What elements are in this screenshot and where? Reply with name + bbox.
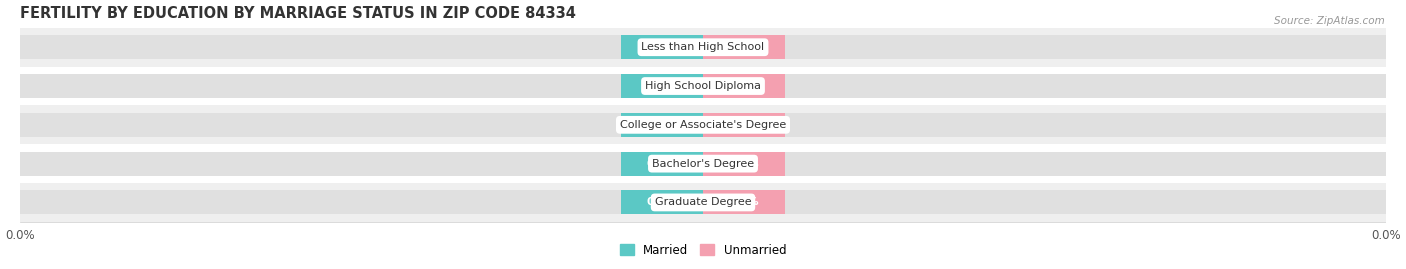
Bar — [703, 113, 1386, 137]
Text: 0.0%: 0.0% — [728, 159, 759, 169]
Bar — [703, 113, 785, 137]
Bar — [703, 74, 1386, 98]
Text: Less than High School: Less than High School — [641, 42, 765, 52]
Bar — [621, 190, 703, 214]
Bar — [703, 74, 785, 98]
Text: 0.0%: 0.0% — [728, 81, 759, 91]
Legend: Married, Unmarried: Married, Unmarried — [614, 239, 792, 261]
Bar — [621, 74, 703, 98]
Bar — [20, 190, 703, 214]
Text: Graduate Degree: Graduate Degree — [655, 197, 751, 207]
Bar — [621, 152, 703, 176]
Bar — [703, 190, 1386, 214]
Bar — [20, 183, 1386, 222]
Text: 0.0%: 0.0% — [728, 42, 759, 52]
Text: High School Diploma: High School Diploma — [645, 81, 761, 91]
Bar — [20, 74, 703, 98]
Bar — [20, 105, 1386, 144]
Text: 0.0%: 0.0% — [647, 197, 678, 207]
Text: 0.0%: 0.0% — [728, 197, 759, 207]
Bar — [703, 190, 785, 214]
Text: 0.0%: 0.0% — [728, 120, 759, 130]
Text: College or Associate's Degree: College or Associate's Degree — [620, 120, 786, 130]
Bar — [703, 152, 1386, 176]
Bar — [20, 144, 1386, 183]
Bar — [621, 113, 703, 137]
Bar — [20, 67, 1386, 105]
Text: 0.0%: 0.0% — [647, 81, 678, 91]
Text: 0.0%: 0.0% — [647, 159, 678, 169]
Bar — [20, 28, 1386, 67]
Bar — [20, 35, 703, 59]
Text: Bachelor's Degree: Bachelor's Degree — [652, 159, 754, 169]
Text: 0.0%: 0.0% — [647, 42, 678, 52]
Bar — [703, 35, 1386, 59]
Bar — [621, 35, 703, 59]
Text: 0.0%: 0.0% — [647, 120, 678, 130]
Bar — [20, 113, 703, 137]
Text: Source: ZipAtlas.com: Source: ZipAtlas.com — [1274, 16, 1385, 26]
Bar — [703, 35, 785, 59]
Bar — [20, 152, 703, 176]
Text: FERTILITY BY EDUCATION BY MARRIAGE STATUS IN ZIP CODE 84334: FERTILITY BY EDUCATION BY MARRIAGE STATU… — [20, 6, 576, 20]
Bar — [703, 152, 785, 176]
